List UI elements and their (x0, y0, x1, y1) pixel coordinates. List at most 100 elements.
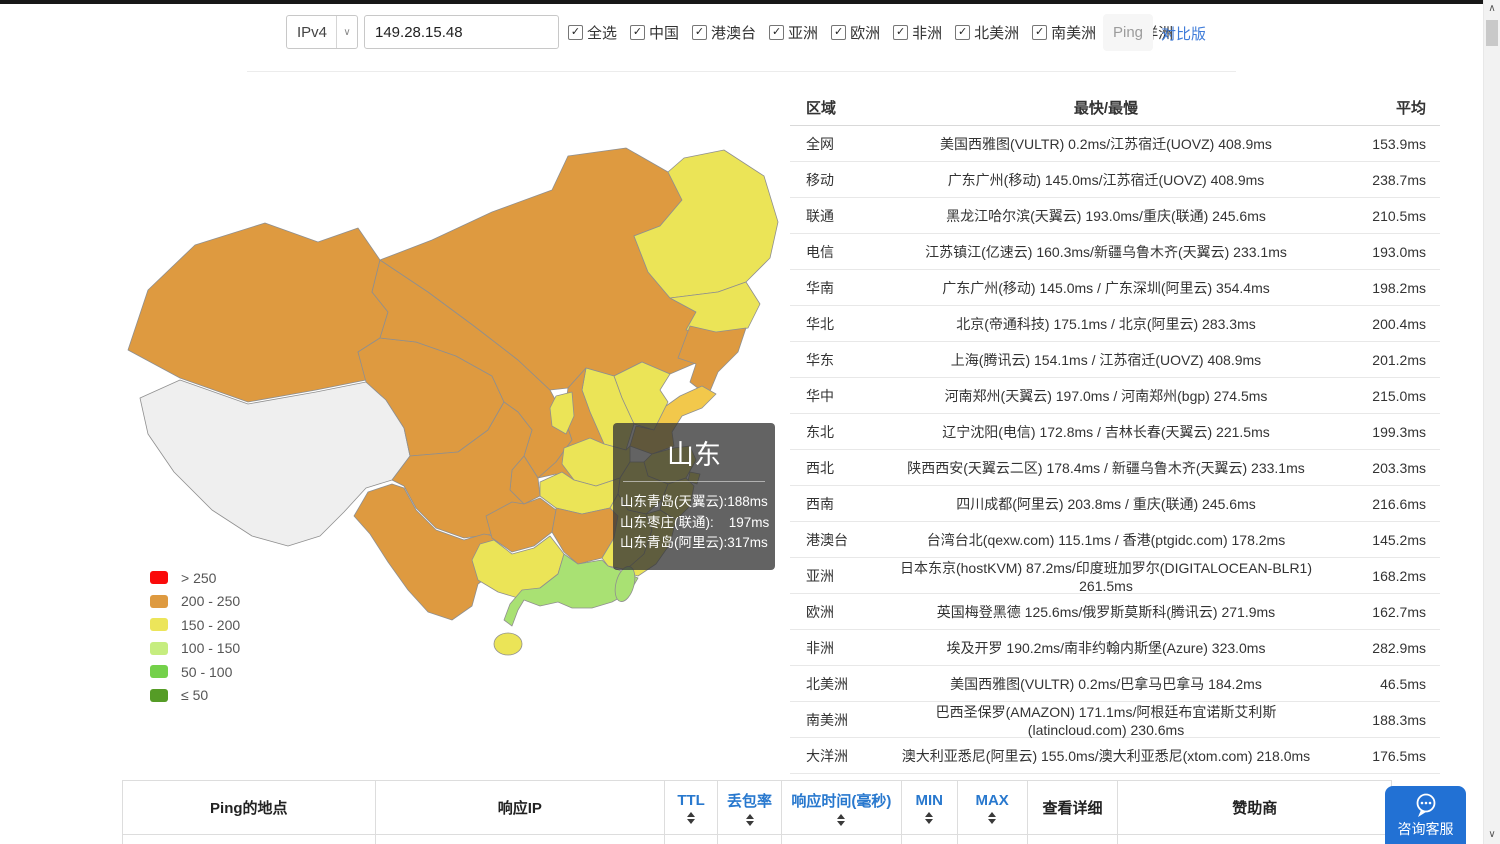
region-average: 198.2ms (1372, 279, 1426, 296)
region-fastest-slowest: 江苏镇江(亿速云) 160.3ms/新疆乌鲁木齐(天翼云) 233.1ms (925, 243, 1287, 260)
sort-icon (745, 813, 754, 826)
region-row: 亚洲 日本东京(hostKVM) 87.2ms/印度班加罗尔(DIGITALOCE… (790, 558, 1440, 594)
ping-row-cell (376, 835, 666, 844)
ip-input[interactable] (364, 15, 559, 49)
ping-header-label: 丢包率 (727, 792, 773, 810)
region-fastest-slowest: 埃及开罗 190.2ms/南非约翰内斯堡(Azure) 323.0ms (946, 639, 1266, 656)
region-fastest-slowest: 辽宁沈阳(电信) 172.8ms / 吉林长春(天翼云) 221.5ms (942, 423, 1270, 440)
legend-item: 150 - 200 (150, 617, 240, 633)
ping-header-7: 查看详细 (1028, 781, 1119, 834)
ping-header-label: 响应时间(毫秒) (791, 792, 892, 810)
region-name: 华北 (806, 315, 834, 332)
sort-desc-icon (988, 818, 997, 824)
compare-version-link[interactable]: 对比版 (1161, 26, 1207, 43)
checkbox-非洲[interactable]: ✓ 非洲 (893, 22, 942, 43)
checkbox-南美洲[interactable]: ✓ 南美洲 (1032, 22, 1096, 43)
checkbox-checked-icon: ✓ (955, 24, 971, 40)
china-map (120, 140, 780, 670)
region-name: 移动 (806, 171, 834, 188)
ping-row-cell (1028, 835, 1119, 844)
ping-header-label: TTL (677, 791, 705, 809)
province-liaoning[interactable] (677, 325, 747, 397)
checkbox-北美洲[interactable]: ✓ 北美洲 (955, 22, 1019, 43)
sort-icon (988, 811, 997, 824)
checkbox-checked-icon: ✓ (769, 24, 785, 40)
ping-button[interactable]: Ping (1103, 14, 1153, 51)
legend-label: 200 - 250 (181, 593, 241, 609)
ping-header-1: 响应IP (376, 781, 666, 834)
legend-item: 50 - 100 (150, 664, 240, 680)
checkbox-label: 北美洲 (974, 24, 1020, 42)
checkbox-checked-icon: ✓ (568, 24, 583, 40)
checkbox-checked-icon: ✓ (692, 24, 708, 40)
chat-icon (1416, 793, 1435, 817)
province-sichuan[interactable] (391, 401, 533, 539)
legend-swatch (150, 688, 168, 702)
region-name: 电信 (806, 243, 834, 260)
region-name: 港澳台 (806, 531, 848, 548)
sort-asc-icon (837, 813, 846, 819)
region-average: 203.3ms (1372, 459, 1426, 476)
checkbox-label: 全选 (587, 24, 618, 42)
region-row: 华中 河南郑州(天翼云) 197.0ms / 河南郑州(bgp) 274.5ms 2… (790, 378, 1440, 414)
ping-header-label: 响应IP (497, 800, 542, 817)
ping-header-sortable-4[interactable]: 响应时间(毫秒) (782, 781, 902, 834)
checkbox-label: 中国 (649, 24, 680, 42)
legend-swatch (150, 618, 168, 631)
region-fastest-slowest: 陕西西安(天翼云二区) 178.4ms / 新疆乌鲁木齐(天翼云) 233.1m… (907, 459, 1305, 476)
scroll-down-icon[interactable]: ∨ (1488, 829, 1496, 840)
sort-icon (687, 811, 696, 824)
province-xizang[interactable] (139, 379, 411, 547)
checkbox-亚洲[interactable]: ✓ 亚洲 (769, 22, 818, 43)
checkbox-全选[interactable]: ✓ 全选 (568, 22, 617, 43)
support-button[interactable]: 咨询客服 (1385, 786, 1466, 844)
map-legend: > 250 200 - 250 150 - 200 100 - 150 50 - 100… (150, 569, 241, 703)
scroll-up-icon[interactable]: ∧ (1488, 3, 1496, 14)
region-row: 联通 黑龙江哈尔滨(天翼云) 193.0ms/重庆(联通) 245.6ms 210.… (790, 198, 1440, 234)
region-fastest-slowest: 台湾台北(qexw.com) 115.1ms / 香港(ptgidc.com) … (926, 531, 1286, 548)
ping-header-sortable-3[interactable]: 丢包率 (718, 781, 782, 834)
sort-desc-icon (687, 818, 696, 824)
sort-asc-icon (745, 813, 754, 819)
ping-table-row (123, 834, 1391, 844)
region-name: 南美洲 (806, 711, 848, 728)
province-ningxia[interactable] (549, 391, 575, 435)
region-row: 移动 广东广州(移动) 145.0ms/江苏宿迁(UOVZ) 408.9ms 238… (790, 162, 1440, 198)
region-average: 199.3ms (1372, 423, 1426, 440)
region-row: 港澳台 台湾台北(qexw.com) 115.1ms / 香港(ptgidc.co… (790, 522, 1440, 558)
region-fastest-slowest: 四川成都(阿里云) 203.8ms / 重庆(联通) 245.6ms (956, 495, 1256, 512)
province-xinjiang[interactable] (127, 222, 389, 403)
header-average: 平均 (1395, 100, 1426, 117)
region-row: 西北 陕西西安(天翼云二区) 178.4ms / 新疆乌鲁木齐(天翼云) 233.… (790, 450, 1440, 486)
region-name: 北美洲 (806, 675, 848, 692)
region-average: 238.7ms (1372, 171, 1426, 188)
legend-label: > 250 (181, 569, 217, 586)
ip-version-select[interactable]: IPv4 ∨ (286, 15, 358, 49)
region-fastest-slowest: 澳大利亚悉尼(阿里云) 155.0ms/澳大利亚悉尼(xtom.com) 218… (901, 747, 1311, 764)
province-jilin[interactable] (669, 281, 761, 335)
region-fastest-slowest: 北京(帝通科技) 175.1ms / 北京(阿里云) 283.3ms (956, 315, 1256, 332)
checkbox-港澳台[interactable]: ✓ 港澳台 (692, 22, 756, 43)
tooltip-line: 山东青岛(天翼云):188ms (620, 494, 768, 509)
checkbox-label: 非洲 (912, 24, 943, 42)
checkbox-label: 南美洲 (1051, 24, 1097, 42)
region-average: 176.5ms (1372, 747, 1426, 764)
scrollbar-thumb[interactable] (1486, 20, 1498, 46)
province-hainan[interactable] (493, 632, 523, 656)
checkbox-欧洲[interactable]: ✓ 欧洲 (831, 22, 880, 43)
ping-header-sortable-6[interactable]: MAX (958, 781, 1028, 834)
sort-asc-icon (925, 811, 934, 817)
region-average: 201.2ms (1372, 351, 1426, 368)
ping-header-label: 查看详细 (1042, 800, 1103, 817)
region-average: 162.7ms (1372, 603, 1426, 620)
checkbox-中国[interactable]: ✓ 中国 (630, 22, 679, 43)
checkbox-label: 亚洲 (788, 24, 819, 42)
region-average: 215.0ms (1372, 387, 1426, 404)
ping-header-0: Ping的地点 (123, 781, 376, 834)
ping-header-sortable-5[interactable]: MIN (902, 781, 958, 834)
scrollbar[interactable]: ∧ ∨ (1483, 0, 1500, 844)
ping-header-sortable-2[interactable]: TTL (665, 781, 719, 834)
checkbox-checked-icon: ✓ (1032, 24, 1048, 40)
legend-item: ≤ 50 (150, 687, 240, 703)
